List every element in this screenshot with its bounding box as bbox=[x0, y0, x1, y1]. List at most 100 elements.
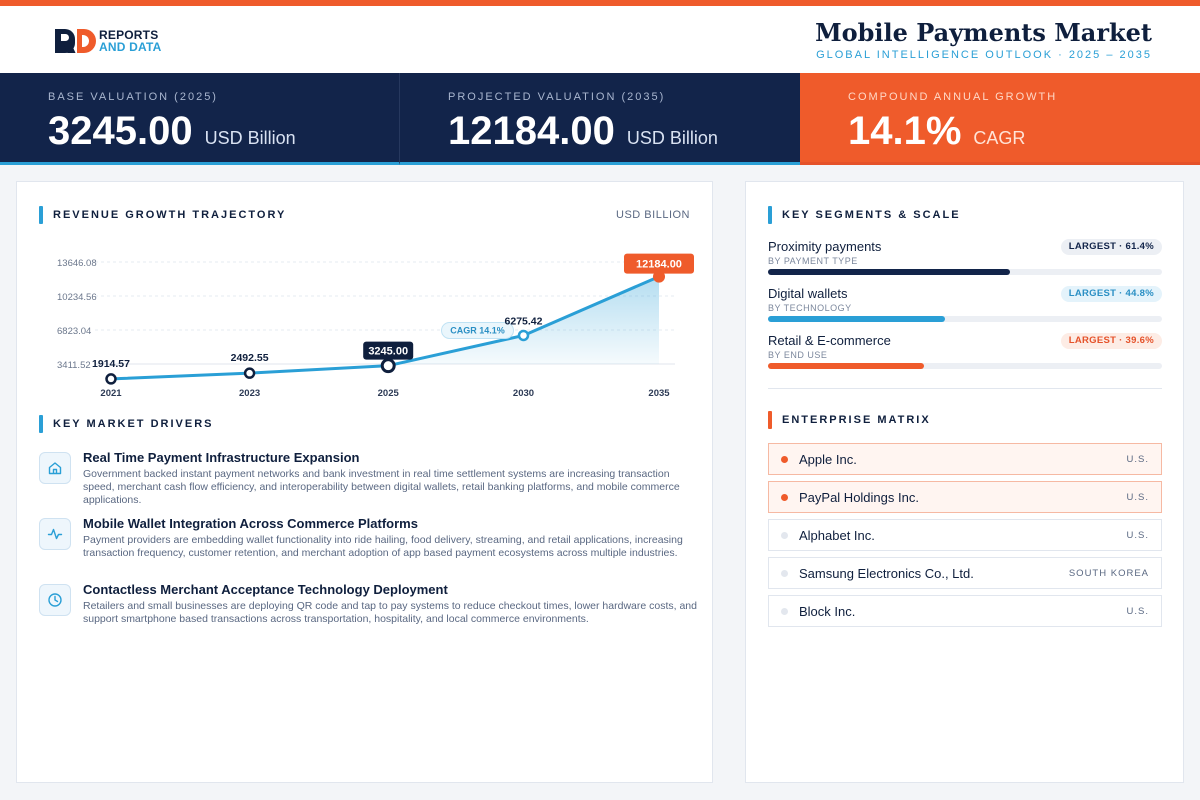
driver-title: Real Time Payment Infrastructure Expansi… bbox=[83, 450, 360, 465]
driver-title: Mobile Wallet Integration Across Commerc… bbox=[83, 516, 418, 531]
enterprise-country: U.S. bbox=[1126, 492, 1149, 503]
stat-number: 3245.00 bbox=[48, 109, 193, 153]
x-tick-label: 2035 bbox=[648, 388, 670, 399]
segment-item: Digital wallets BY TECHNOLOGY LARGEST · … bbox=[768, 286, 1162, 333]
top-accent-bar bbox=[0, 0, 1200, 6]
stat-number: 12184.00 bbox=[448, 109, 615, 153]
stat-label: PROJECTED VALUATION (2035) bbox=[448, 91, 666, 103]
status-dot bbox=[781, 532, 788, 539]
data-label: 1914.57 bbox=[92, 358, 130, 370]
data-point bbox=[105, 373, 117, 385]
chart-units-label: USD BILLION bbox=[616, 209, 690, 221]
segment-category: BY END USE bbox=[768, 350, 828, 360]
growth-area bbox=[388, 276, 659, 366]
segment-bar-fill bbox=[768, 269, 1010, 275]
data-label-box bbox=[624, 253, 694, 274]
stat-value-row: 14.1% CAGR bbox=[848, 109, 1025, 154]
stat-number: 14.1% bbox=[848, 109, 962, 153]
segment-bar-track bbox=[768, 363, 1162, 369]
enterprise-name: PayPal Holdings Inc. bbox=[799, 490, 919, 505]
status-dot bbox=[781, 570, 788, 577]
x-tick-label: 2025 bbox=[378, 388, 400, 399]
stat-base-valuation: BASE VALUATION (2025) 3245.00 USD Billio… bbox=[0, 73, 400, 165]
data-label: 2492.55 bbox=[231, 352, 269, 364]
enterprise-country: U.S. bbox=[1126, 454, 1149, 465]
data-point bbox=[243, 367, 256, 379]
stats-band: BASE VALUATION (2025) 3245.00 USD Billio… bbox=[0, 73, 1200, 165]
page-subtitle: GLOBAL INTELLIGENCE OUTLOOK · 2025 – 203… bbox=[816, 49, 1152, 61]
x-tick-label: 2030 bbox=[513, 388, 534, 399]
driver-item: Contactless Merchant Acceptance Technolo… bbox=[39, 582, 699, 648]
segment-category: BY TECHNOLOGY bbox=[768, 303, 852, 313]
data-label: 12184.00 bbox=[636, 259, 682, 271]
data-point bbox=[380, 358, 396, 374]
driver-item: Mobile Wallet Integration Across Commerc… bbox=[39, 516, 699, 582]
segment-share-badge: LARGEST · 61.4% bbox=[1060, 239, 1162, 255]
status-dot bbox=[781, 608, 788, 615]
segment-bar-track bbox=[768, 269, 1162, 275]
enterprise-row[interactable]: Samsung Electronics Co., Ltd. SOUTH KORE… bbox=[768, 557, 1162, 589]
stat-value-row: 12184.00 USD Billion bbox=[448, 109, 718, 154]
enterprise-name: Alphabet Inc. bbox=[799, 528, 875, 543]
stat-label: COMPOUND ANNUAL GROWTH bbox=[848, 91, 1058, 103]
page-header: REPORTS AND DATA Mobile Payments Market … bbox=[0, 6, 1200, 73]
brand-logo[interactable]: REPORTS AND DATA bbox=[55, 28, 161, 54]
driver-item: Real Time Payment Infrastructure Expansi… bbox=[39, 450, 699, 516]
data-label: 6275.42 bbox=[505, 315, 543, 327]
y-tick-label: 6823.04 bbox=[57, 326, 91, 337]
y-tick-label: 13646.08 bbox=[57, 258, 97, 269]
segments-list: Proximity payments BY PAYMENT TYPE LARGE… bbox=[768, 239, 1162, 380]
revenue-card: REVENUE GROWTH TRAJECTORY USD BILLION 13… bbox=[16, 181, 713, 783]
driver-description: Government backed instant payment networ… bbox=[83, 468, 680, 506]
enterprise-row[interactable]: PayPal Holdings Inc. U.S. bbox=[768, 481, 1162, 513]
driver-description: Retailers and small businesses are deplo… bbox=[83, 600, 697, 625]
logo-mark-icon bbox=[55, 29, 97, 53]
segment-share-badge: LARGEST · 44.8% bbox=[1060, 286, 1162, 302]
enterprise-row[interactable]: Apple Inc. U.S. bbox=[768, 443, 1162, 475]
segment-bar-fill bbox=[768, 363, 925, 369]
enterprise-row[interactable]: Alphabet Inc. U.S. bbox=[768, 519, 1162, 551]
segment-name: Proximity payments bbox=[768, 239, 882, 254]
x-tick-label: 2021 bbox=[100, 388, 122, 399]
revenue-section-title: REVENUE GROWTH TRAJECTORY bbox=[39, 206, 286, 224]
segment-category: BY PAYMENT TYPE bbox=[768, 256, 858, 266]
enterprise-name: Block Inc. bbox=[799, 604, 856, 619]
enterprise-list: Apple Inc. U.S. PayPal Holdings Inc. U.S… bbox=[768, 443, 1162, 633]
driver-title: Contactless Merchant Acceptance Technolo… bbox=[83, 582, 448, 597]
drivers-list: Real Time Payment Infrastructure Expansi… bbox=[39, 450, 699, 648]
driver-description: Payment providers are embedding wallet f… bbox=[83, 534, 683, 559]
enterprise-country: U.S. bbox=[1126, 530, 1149, 541]
cagr-annotation: CAGR 14.1% bbox=[450, 325, 505, 335]
data-point bbox=[653, 270, 665, 283]
enterprise-name: Apple Inc. bbox=[799, 452, 857, 467]
home-icon bbox=[39, 452, 71, 484]
segments-card: KEY SEGMENTS & SCALE Proximity payments … bbox=[745, 181, 1184, 783]
logo-line-2: AND DATA bbox=[99, 40, 162, 54]
logo-wordmark: REPORTS AND DATA bbox=[99, 29, 161, 53]
status-dot bbox=[781, 494, 788, 501]
enterprise-row[interactable]: Block Inc. U.S. bbox=[768, 595, 1162, 627]
page-title: Mobile Payments Market bbox=[815, 18, 1152, 47]
activity-icon bbox=[39, 518, 71, 550]
stat-projected-valuation: PROJECTED VALUATION (2035) 12184.00 USD … bbox=[400, 73, 800, 165]
stat-value-row: 3245.00 USD Billion bbox=[48, 109, 296, 154]
drivers-section-title: KEY MARKET DRIVERS bbox=[39, 415, 213, 433]
stat-cagr: COMPOUND ANNUAL GROWTH 14.1% CAGR bbox=[800, 73, 1200, 165]
clock-icon bbox=[39, 584, 71, 616]
segment-name: Digital wallets bbox=[768, 286, 848, 301]
data-point bbox=[517, 329, 530, 342]
stat-unit: USD Billion bbox=[626, 128, 718, 148]
revenue-chart: 13646.08 10234.56 6823.04 3411.52 2021 2023 20… bbox=[57, 253, 694, 399]
cagr-annotation-pill bbox=[441, 321, 514, 339]
segment-bar-fill bbox=[768, 316, 945, 322]
stat-unit: USD Billion bbox=[204, 128, 296, 148]
segments-section-title: KEY SEGMENTS & SCALE bbox=[768, 206, 961, 224]
segment-item: Proximity payments BY PAYMENT TYPE LARGE… bbox=[768, 239, 1162, 286]
y-tick-label: 3411.52 bbox=[57, 360, 91, 371]
section-divider bbox=[768, 388, 1162, 389]
enterprise-name: Samsung Electronics Co., Ltd. bbox=[799, 566, 974, 581]
y-tick-label: 10234.56 bbox=[57, 292, 97, 303]
segment-item: Retail & E-commerce BY END USE LARGEST ·… bbox=[768, 333, 1162, 380]
enterprise-country: SOUTH KOREA bbox=[1068, 568, 1149, 579]
data-label-box bbox=[363, 341, 414, 360]
